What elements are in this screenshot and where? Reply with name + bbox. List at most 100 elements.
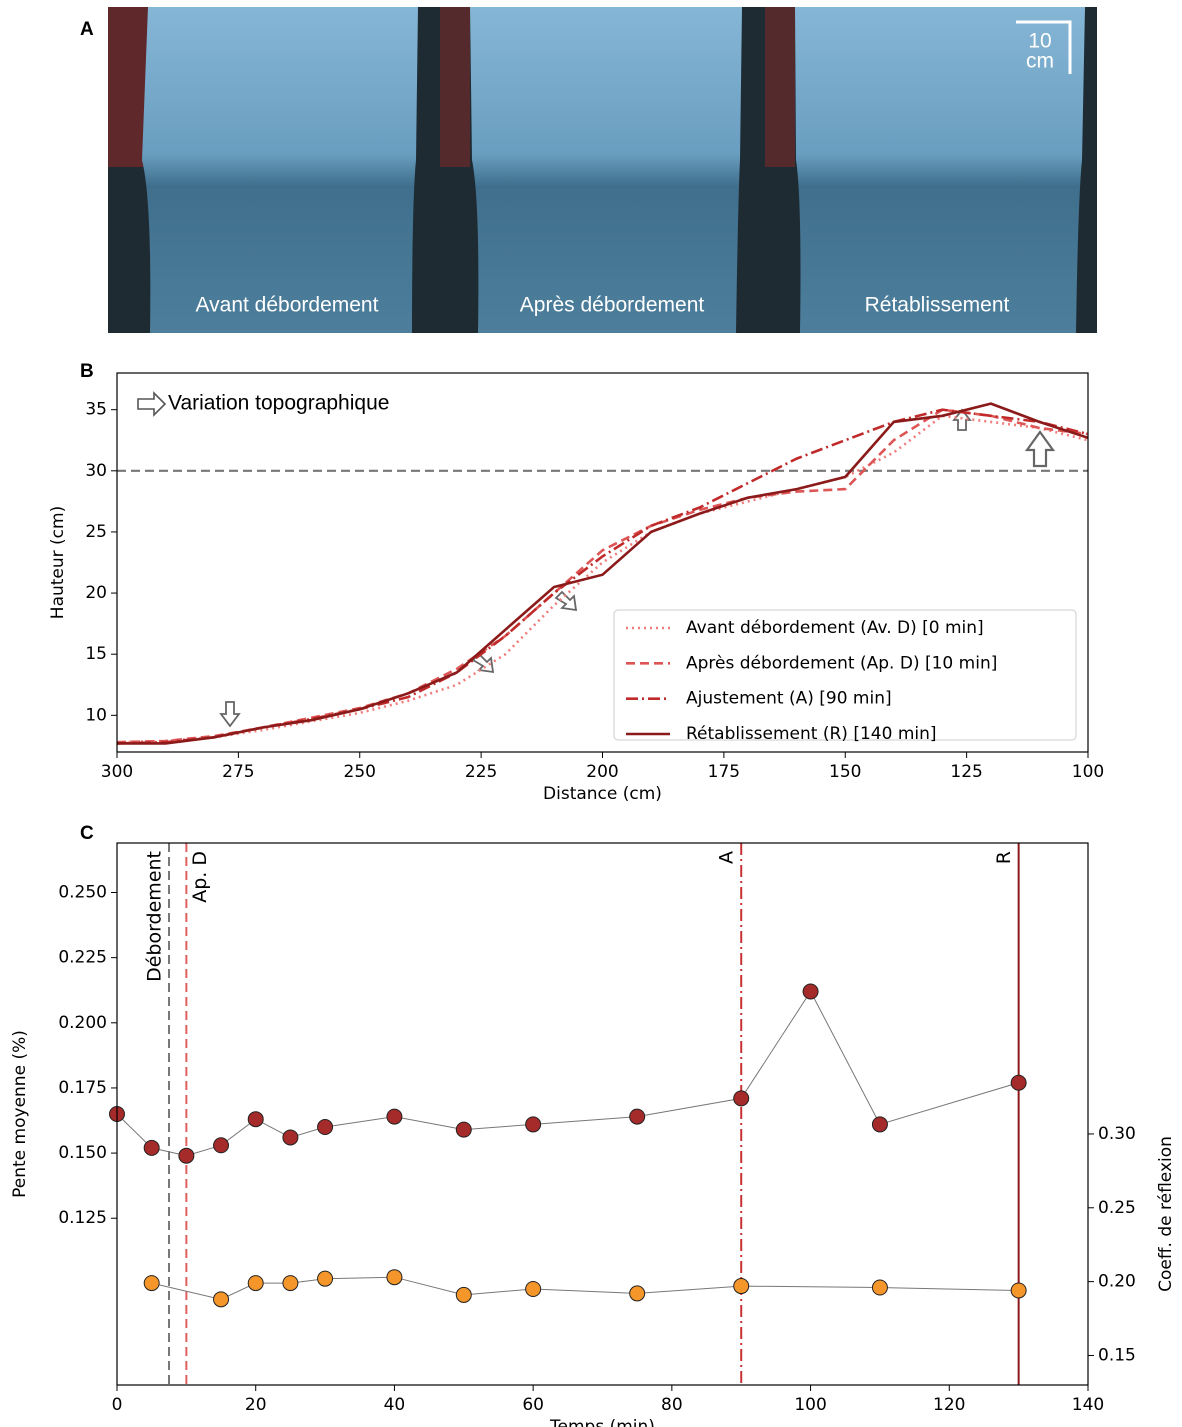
scale-label: cm <box>1026 50 1054 73</box>
data-point <box>386 1108 403 1125</box>
x-tick-label: 0 <box>112 1395 123 1415</box>
data-point <box>282 1129 299 1146</box>
panel-label: B <box>80 361 94 382</box>
data-point <box>525 1281 542 1298</box>
y-axis-label: Hauteur (cm) <box>48 506 68 619</box>
annotation: Variation topographique <box>168 392 389 415</box>
data-point <box>317 1119 334 1136</box>
photo-label: Avant débordement <box>196 294 379 317</box>
panel-label: A <box>80 19 94 40</box>
data-point <box>386 1269 403 1286</box>
legend-label: Après débordement (Ap. D) [10 min] <box>686 653 997 673</box>
series-line <box>117 402 1089 745</box>
data-point <box>871 1116 888 1133</box>
legend-box <box>613 609 1077 741</box>
series-line <box>151 1276 1019 1300</box>
photo-detail <box>108 7 148 167</box>
y2-tick-label: 0.20 <box>1098 1272 1136 1292</box>
y-tick-label: 0.125 <box>58 1208 107 1228</box>
data-point <box>871 1279 888 1296</box>
y-tick-label: 0.200 <box>58 1013 107 1033</box>
x-tick-label: 40 <box>384 1395 406 1415</box>
annotation-icon <box>137 391 167 417</box>
data-point <box>1010 1282 1027 1299</box>
topo-arrows <box>219 408 1056 728</box>
y-tick-label: 35 <box>85 400 107 420</box>
data-point <box>525 1116 542 1133</box>
legend-label: Ajustement (A) [90 min] <box>686 689 892 709</box>
data-point <box>455 1286 472 1303</box>
data-point <box>733 1278 750 1295</box>
photo-label: Rétablissement <box>865 294 1010 317</box>
x-tick-label: 225 <box>465 762 497 782</box>
legend-label: Avant débordement (Av. D) [0 min] <box>686 618 984 638</box>
chart: 300 275 250 225 200 175 150 125 100 10 15 20 25 30 35 D… <box>48 372 1104 804</box>
y-axis-label: Pente moyenne (%) <box>10 1030 30 1198</box>
x-tick-label: 200 <box>586 762 618 782</box>
y-tick-label: 15 <box>85 644 107 664</box>
chart: 0 20 40 60 80 100 120 140 0.125 0.150 0.175 0.200 0.… <box>10 842 1176 1427</box>
data-point <box>247 1275 264 1292</box>
y2-tick-label: 0.25 <box>1098 1198 1136 1218</box>
event-label: Ap. D <box>189 851 211 903</box>
y2-axis-label: Coeff. de réflexion <box>1156 1136 1176 1292</box>
data-point <box>317 1270 334 1287</box>
plot-frame <box>116 372 1089 753</box>
x-axis-label: Temps (min) <box>549 1417 655 1427</box>
y-tick-label: 30 <box>85 461 107 481</box>
data-point <box>455 1121 472 1138</box>
x-tick-label: 300 <box>101 762 133 782</box>
x-tick-label: 20 <box>245 1395 267 1415</box>
data-point <box>802 983 819 1000</box>
y2-tick-label: 0.30 <box>1098 1124 1136 1144</box>
event-label: A <box>716 851 738 864</box>
scale-bar <box>1016 20 1072 74</box>
photo <box>142 7 418 333</box>
data-point <box>213 1291 230 1308</box>
y-tick-label: 0.175 <box>58 1078 107 1098</box>
legend-label: Rétablissement (R) [140 min] <box>686 724 937 744</box>
photo-panel: Avant débordement Après débordement Réta… <box>108 7 1097 333</box>
data-point <box>143 1139 160 1156</box>
data-point <box>178 1147 195 1164</box>
plot-frame <box>116 842 1089 1386</box>
x-tick-label: 140 <box>1072 1395 1104 1415</box>
photo <box>795 7 1085 333</box>
photo <box>470 7 742 333</box>
y2-tick-label: 0.15 <box>1098 1345 1136 1365</box>
y-tick-label: 25 <box>85 522 107 542</box>
data-point <box>247 1111 264 1128</box>
event-label: R <box>993 851 1015 864</box>
data-point <box>282 1275 299 1292</box>
series-line <box>116 414 1089 744</box>
x-tick-label: 250 <box>344 762 376 782</box>
data-point <box>1010 1074 1027 1091</box>
data-point <box>629 1108 646 1125</box>
scale-label: 10 <box>1028 30 1051 53</box>
event-label: Débordement <box>144 851 166 982</box>
x-tick-label: 100 <box>794 1395 826 1415</box>
x-tick-label: 175 <box>708 762 740 782</box>
data-point <box>143 1275 160 1292</box>
series-line <box>116 408 1089 744</box>
y-tick-label: 20 <box>85 583 107 603</box>
x-tick-label: 120 <box>933 1395 965 1415</box>
x-tick-label: 125 <box>950 762 982 782</box>
y-tick-label: 10 <box>85 705 107 725</box>
photo-detail <box>440 7 470 167</box>
photo-detail <box>765 7 795 167</box>
x-axis-label: Distance (cm) <box>543 784 662 804</box>
data-point <box>629 1285 646 1302</box>
y-tick-label: 0.150 <box>58 1143 107 1163</box>
panel-label: C <box>80 823 94 844</box>
x-tick-label: 275 <box>222 762 254 782</box>
x-tick-label: 150 <box>829 762 861 782</box>
x-tick-label: 100 <box>1072 762 1104 782</box>
data-point <box>733 1090 750 1107</box>
photo-label: Après débordement <box>520 294 705 317</box>
x-tick-label: 80 <box>661 1395 683 1415</box>
x-tick-label: 60 <box>522 1395 544 1415</box>
y-tick-label: 0.225 <box>58 948 107 968</box>
y-tick-label: 0.250 <box>58 883 107 903</box>
